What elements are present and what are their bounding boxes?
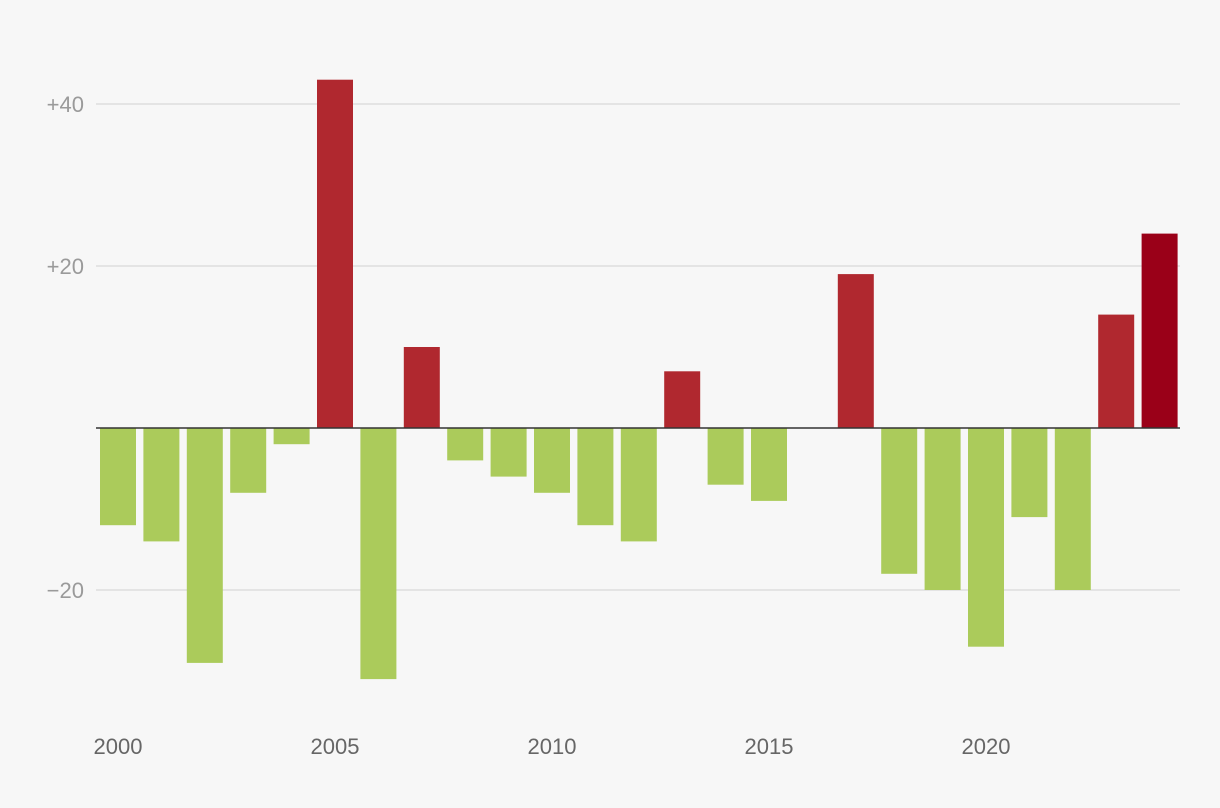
bar-2017 <box>837 274 874 428</box>
bar-2012 <box>620 428 657 542</box>
bar-2005 <box>317 79 353 428</box>
bar-2004 <box>273 428 310 445</box>
bar-2013 <box>664 371 701 428</box>
bar-2019 <box>924 428 961 590</box>
bar-2007 <box>403 347 440 428</box>
bar-2023 <box>1098 314 1135 428</box>
bar-2003 <box>230 428 267 493</box>
bar-2020 <box>968 428 1004 647</box>
bar-2024 <box>1141 233 1178 428</box>
x-axis-ticks: 2000 2005 2010 2015 2020 <box>94 734 1011 759</box>
x-tick-label: 2005 <box>311 734 360 759</box>
bar-2008 <box>447 428 484 461</box>
bar-2014 <box>707 428 744 485</box>
y-tick-label: −20 <box>47 578 84 603</box>
bar-2011 <box>577 428 614 526</box>
y-tick-label: +20 <box>47 254 84 279</box>
bar-2009 <box>490 428 527 477</box>
bar-2002 <box>186 428 223 663</box>
x-tick-label: 2010 <box>528 734 577 759</box>
bars <box>100 79 1178 680</box>
bar-2000 <box>100 428 136 526</box>
bar-2006 <box>360 428 397 680</box>
y-axis-ticks: +40 +20 −20 <box>47 92 84 603</box>
x-tick-label: 2015 <box>745 734 794 759</box>
bar-2015 <box>751 428 787 501</box>
bar-2001 <box>143 428 180 542</box>
bar-2021 <box>1011 428 1048 518</box>
bar-2018 <box>881 428 918 574</box>
x-tick-label: 2020 <box>962 734 1011 759</box>
bar-2022 <box>1054 428 1091 590</box>
y-tick-label: +40 <box>47 92 84 117</box>
bar-2010 <box>534 428 570 493</box>
x-tick-label: 2000 <box>94 734 143 759</box>
